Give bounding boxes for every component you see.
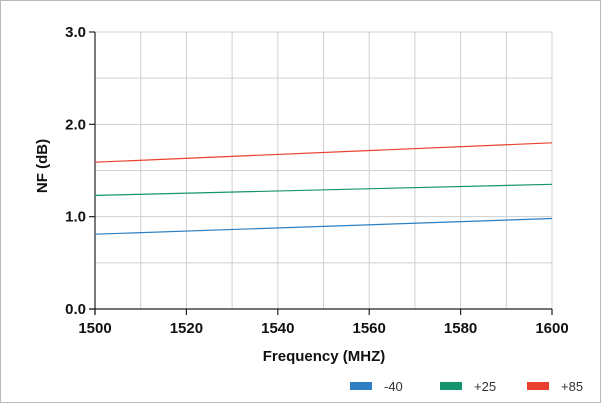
y-axis-label: NF (dB) [34,139,51,193]
x-tick-label: 1580 [444,320,477,337]
series-line-+85 [94,142,553,163]
series-line--40 [94,217,553,235]
x-tick-label: 1560 [353,320,386,337]
legend-swatch [527,382,549,390]
grid-minor [95,32,552,309]
y-tick-label: 0.0 [65,301,86,318]
y-tick-labels: 0.0 1.0 2.0 3.0 [65,24,95,318]
y-tick-label: 3.0 [65,24,86,41]
x-axis-label: Frequency (MHZ) [263,348,386,365]
x-tick-label: 1500 [78,320,111,337]
legend-label: +25 [474,379,496,394]
legend-swatch [350,382,372,390]
x-tick-label: 1520 [170,320,203,337]
x-tick-label: 1600 [535,320,568,337]
series-layer [94,142,553,235]
legend-label: +85 [561,379,583,394]
axes [89,32,552,315]
y-tick-label: 2.0 [65,116,86,133]
y-tick-label: 1.0 [65,209,86,226]
x-tick-label: 1540 [261,320,294,337]
series-line-+25 [94,183,553,196]
legend: -40 +25 +85 [350,379,583,394]
legend-swatch [440,382,462,390]
grid-major [95,31,553,309]
legend-label: -40 [384,379,403,394]
x-tick-labels: 1500 1520 1540 1560 1580 1600 [78,309,569,337]
